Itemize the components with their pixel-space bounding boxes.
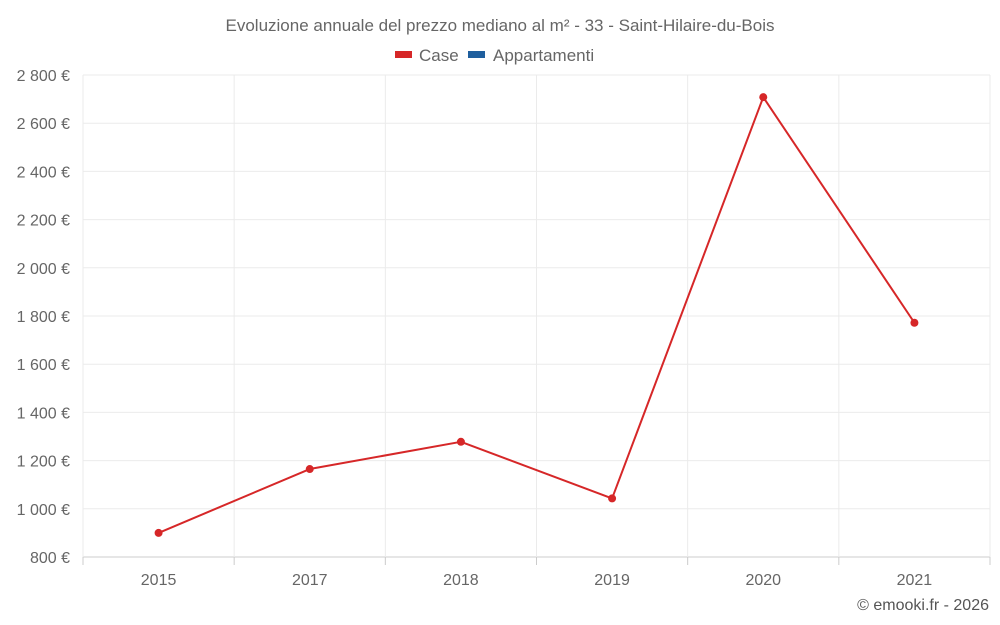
y-tick-label: 2 800 € (17, 68, 70, 85)
data-point[interactable] (456, 437, 465, 446)
y-tick-label: 2 400 € (17, 164, 70, 181)
x-tick-label: 2021 (897, 572, 933, 589)
series-line-0 (158, 96, 916, 534)
y-tick-label: 1 200 € (17, 454, 70, 471)
y-tick-label: 2 600 € (17, 116, 70, 133)
y-tick-label: 1 800 € (17, 309, 70, 326)
data-point[interactable] (759, 93, 768, 102)
data-point[interactable] (910, 318, 919, 327)
x-tick-label: 2015 (141, 572, 177, 589)
legend-swatch-appartamenti (468, 51, 485, 58)
credit-text: © emooki.fr - 2026 (857, 597, 989, 614)
data-point[interactable] (154, 528, 163, 537)
x-tick-label: 2018 (443, 572, 479, 589)
data-point[interactable] (608, 494, 617, 503)
legend-item-appartamenti[interactable]: Appartamenti (468, 46, 594, 65)
data-point[interactable] (305, 465, 314, 474)
y-tick-label: 1 000 € (17, 502, 70, 519)
x-tick-label: 2020 (745, 572, 781, 589)
x-tick-label: 2019 (594, 572, 630, 589)
legend-label-appartamenti: Appartamenti (493, 46, 594, 65)
y-tick-label: 800 € (30, 550, 70, 567)
x-tick-label: 2017 (292, 572, 328, 589)
y-axis: 800 € 1 000 € 1 200 € 1 400 € 1 600 € 1 800 €… (17, 68, 70, 567)
legend-swatch-case (395, 51, 412, 58)
x-axis: 2015 2017 2018 2019 2020 2021 (82, 557, 991, 589)
legend-label-case: Case (419, 46, 459, 65)
legend-item-case[interactable]: Case (395, 46, 459, 65)
chart-title: Evoluzione annuale del prezzo mediano al… (226, 16, 775, 35)
y-tick-label: 2 200 € (17, 213, 70, 230)
legend: Case Appartamenti (395, 46, 594, 65)
y-tick-label: 1 400 € (17, 405, 70, 422)
y-tick-label: 2 000 € (17, 261, 70, 278)
series-case (154, 93, 919, 537)
y-tick-label: 1 600 € (17, 357, 70, 374)
grid (82, 74, 991, 558)
